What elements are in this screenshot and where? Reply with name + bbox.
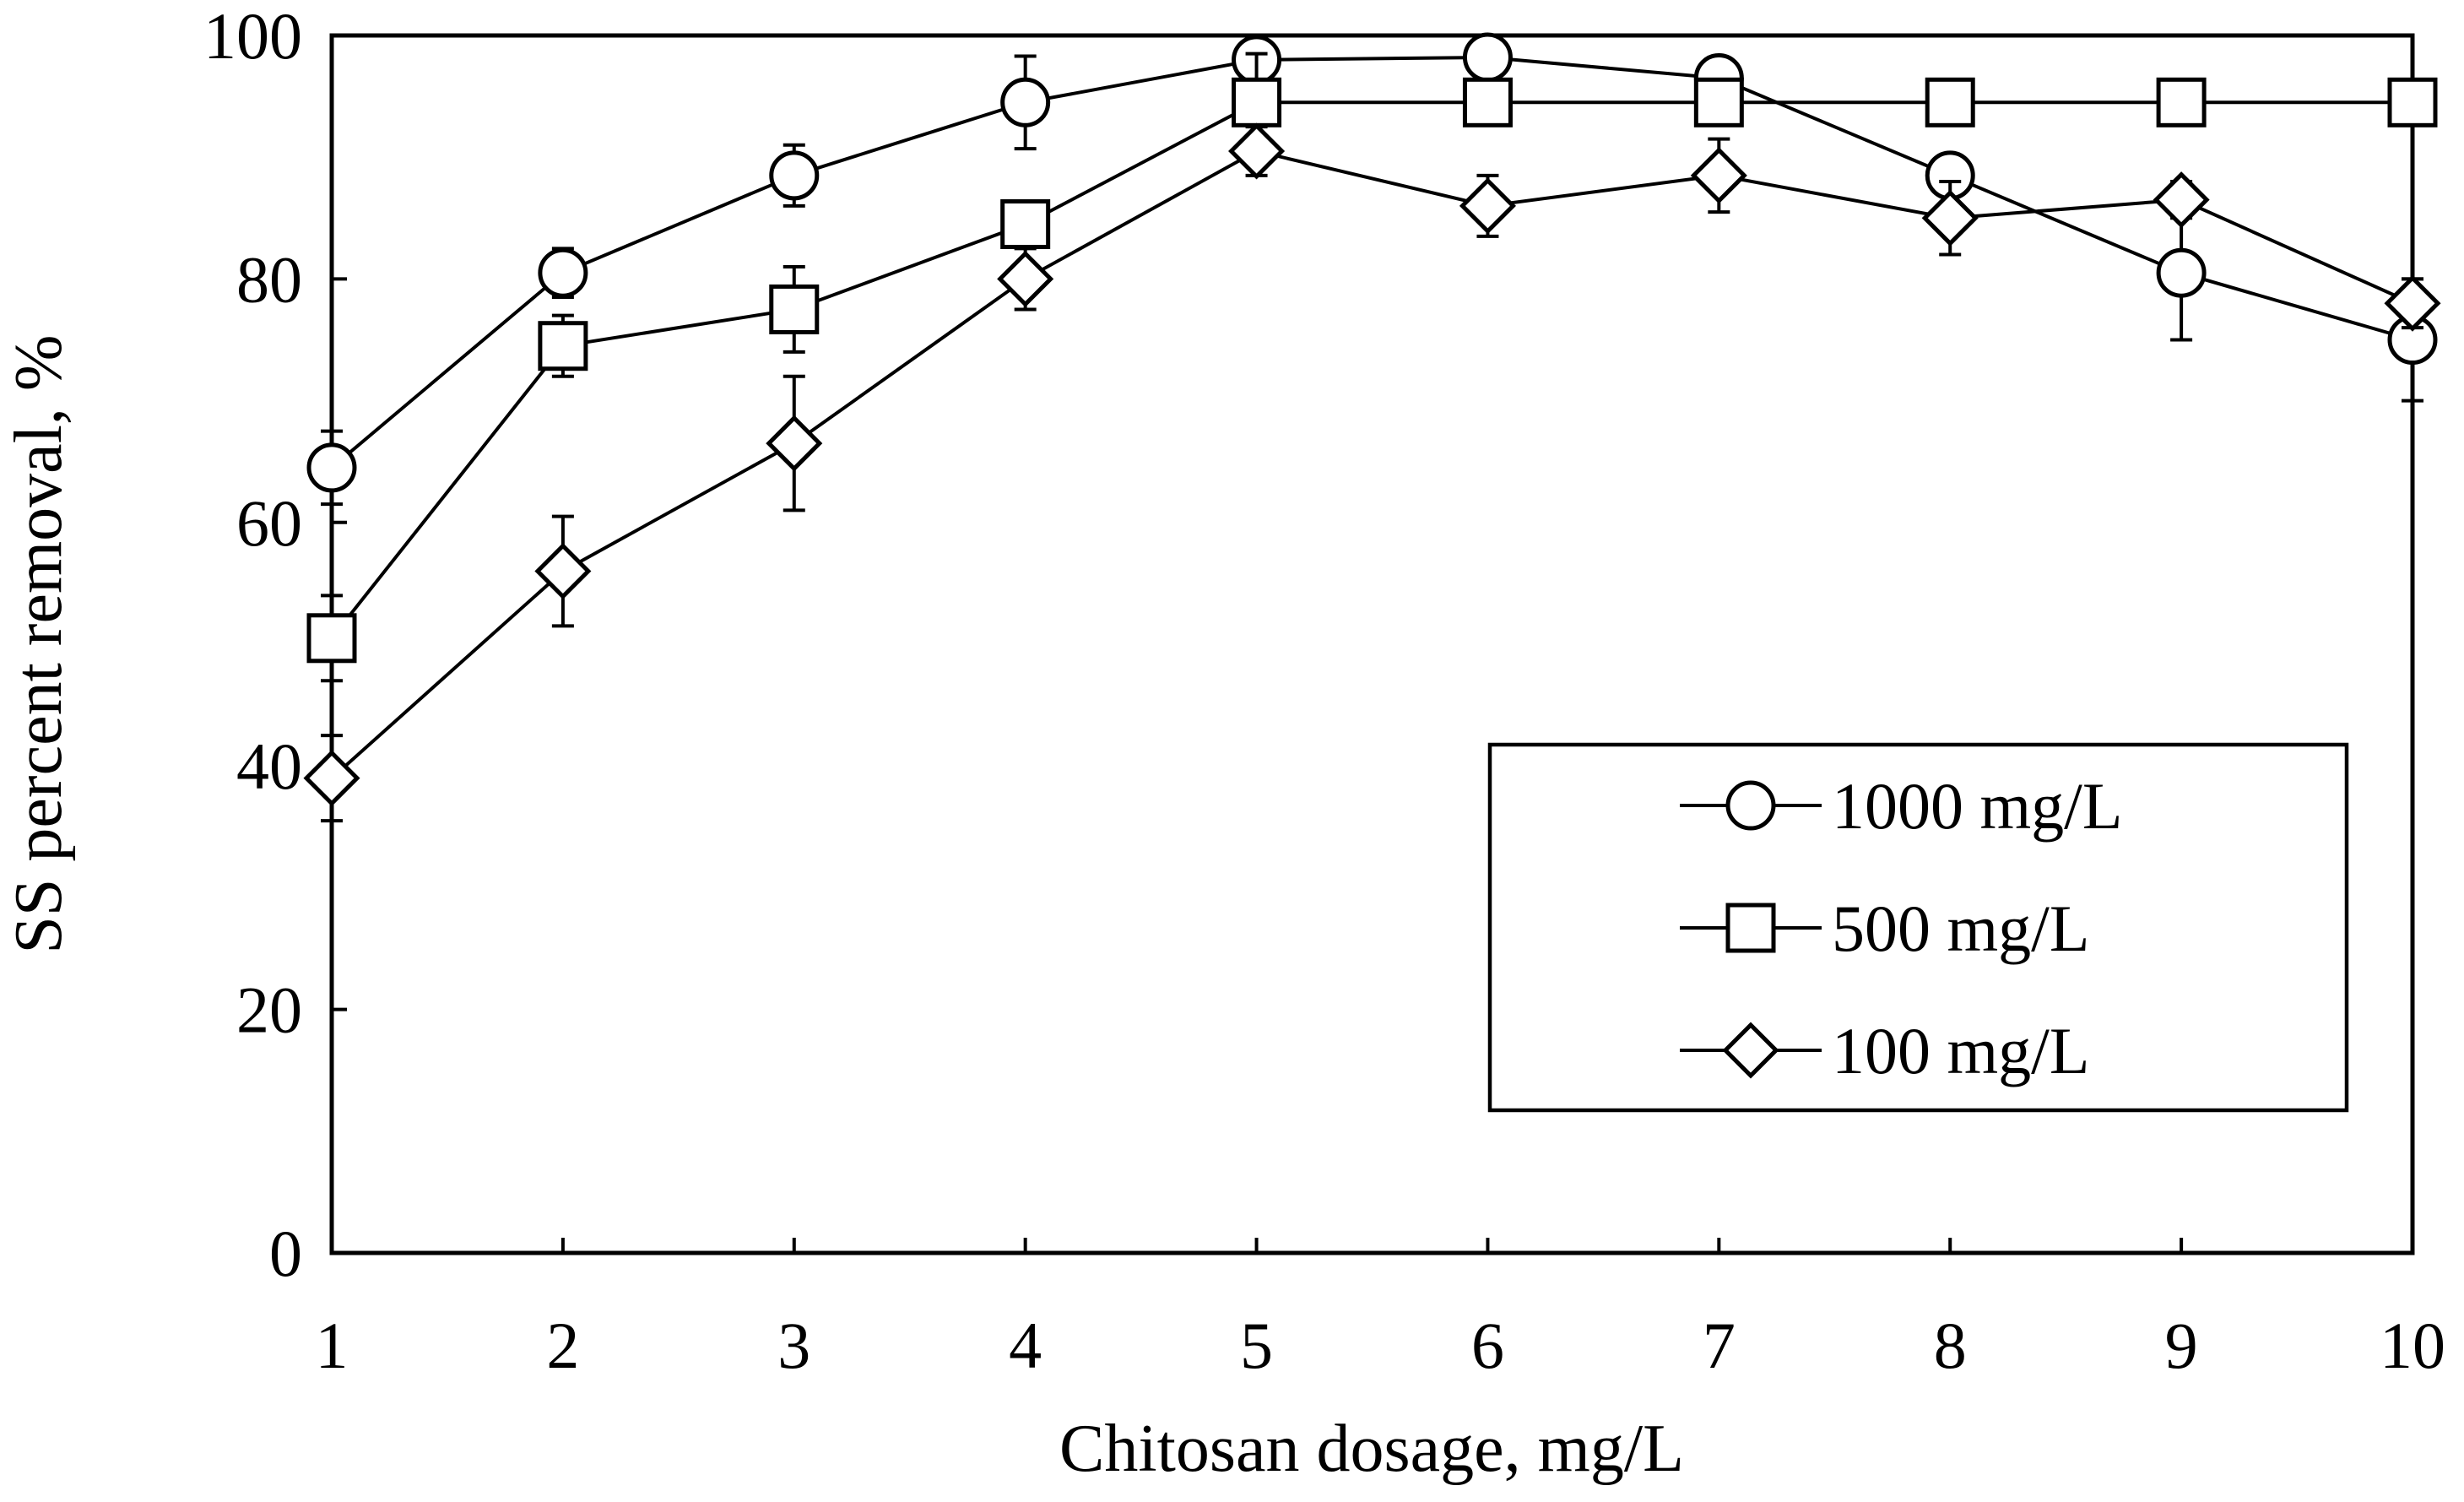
diamond-marker [1228, 122, 1286, 180]
legend-label: 500 mg/L [1832, 892, 2090, 965]
series-line [330, 100, 2413, 640]
y-tick-label: 60 [236, 486, 302, 560]
circle-marker [2156, 247, 2207, 298]
legend-item: 100 mg/L [1680, 1014, 2090, 1087]
square-marker [1232, 77, 1282, 127]
x-tick-label: 8 [1934, 1309, 1967, 1382]
square-marker [1725, 903, 1776, 953]
legend-label: 1000 mg/L [1832, 769, 2123, 843]
x-tick-label: 10 [2380, 1309, 2445, 1382]
circle-marker [1000, 77, 1051, 127]
diamond-marker [2384, 274, 2441, 332]
legend-item: 1000 mg/L [1680, 769, 2123, 843]
y-tick-label: 20 [236, 973, 302, 1047]
series-diamond [303, 122, 2441, 823]
diamond-marker [1690, 147, 1747, 204]
circle-marker [1462, 32, 1513, 83]
y-axis-label: SS percent removal, % [2, 334, 76, 953]
legend-item: 500 mg/L [1680, 892, 2090, 965]
y-tick-label: 80 [236, 242, 302, 316]
square-marker [2387, 77, 2438, 127]
diamond-marker [766, 415, 823, 472]
x-tick-label: 7 [1703, 1309, 1736, 1382]
x-tick-label: 6 [1471, 1309, 1504, 1382]
x-tick-label: 5 [1240, 1309, 1273, 1382]
circle-marker [1725, 780, 1776, 831]
x-tick-label: 3 [777, 1309, 810, 1382]
legend-label: 100 mg/L [1832, 1014, 2090, 1087]
circle-marker [769, 150, 820, 201]
series-layer [303, 32, 2441, 823]
diamond-marker [1459, 177, 1516, 235]
y-tick-label: 0 [269, 1217, 302, 1290]
square-marker [538, 321, 588, 371]
diamond-marker [534, 542, 592, 600]
circle-marker [538, 247, 588, 298]
y-tick-label: 100 [203, 0, 302, 73]
series-circle [306, 32, 2438, 507]
square-marker [1693, 77, 1744, 127]
series-line [330, 55, 2413, 469]
square-marker [769, 284, 820, 334]
legend: 1000 mg/L 500 mg/L 100 mg/L [1487, 742, 2349, 1113]
y-axis-ticks: 0 20 40 60 80 100 [203, 0, 347, 1290]
diamond-marker [1921, 189, 1979, 247]
square-marker [2156, 77, 2207, 127]
x-tick-label: 4 [1009, 1309, 1042, 1382]
square-marker [306, 613, 357, 664]
legend-box [1487, 742, 2349, 1113]
x-tick-label: 9 [2165, 1309, 2198, 1382]
square-marker [1925, 77, 1975, 127]
circle-marker [306, 442, 357, 493]
diamond-marker [2153, 171, 2210, 229]
x-tick-label: 2 [546, 1309, 579, 1382]
x-tick-label: 1 [316, 1309, 349, 1382]
diamond-marker [303, 750, 360, 807]
series-line [330, 149, 2413, 780]
x-axis-label: Chitosan dosage, mg/L [1059, 1412, 1684, 1486]
diamond-marker [1722, 1022, 1779, 1079]
square-marker [1462, 77, 1513, 127]
diamond-marker [997, 250, 1054, 307]
y-tick-label: 40 [236, 729, 302, 803]
series-square [306, 52, 2438, 683]
square-marker [1000, 199, 1051, 250]
x-axis-ticks: 1 2 3 4 5 6 7 8 9 10 [316, 1238, 2445, 1382]
